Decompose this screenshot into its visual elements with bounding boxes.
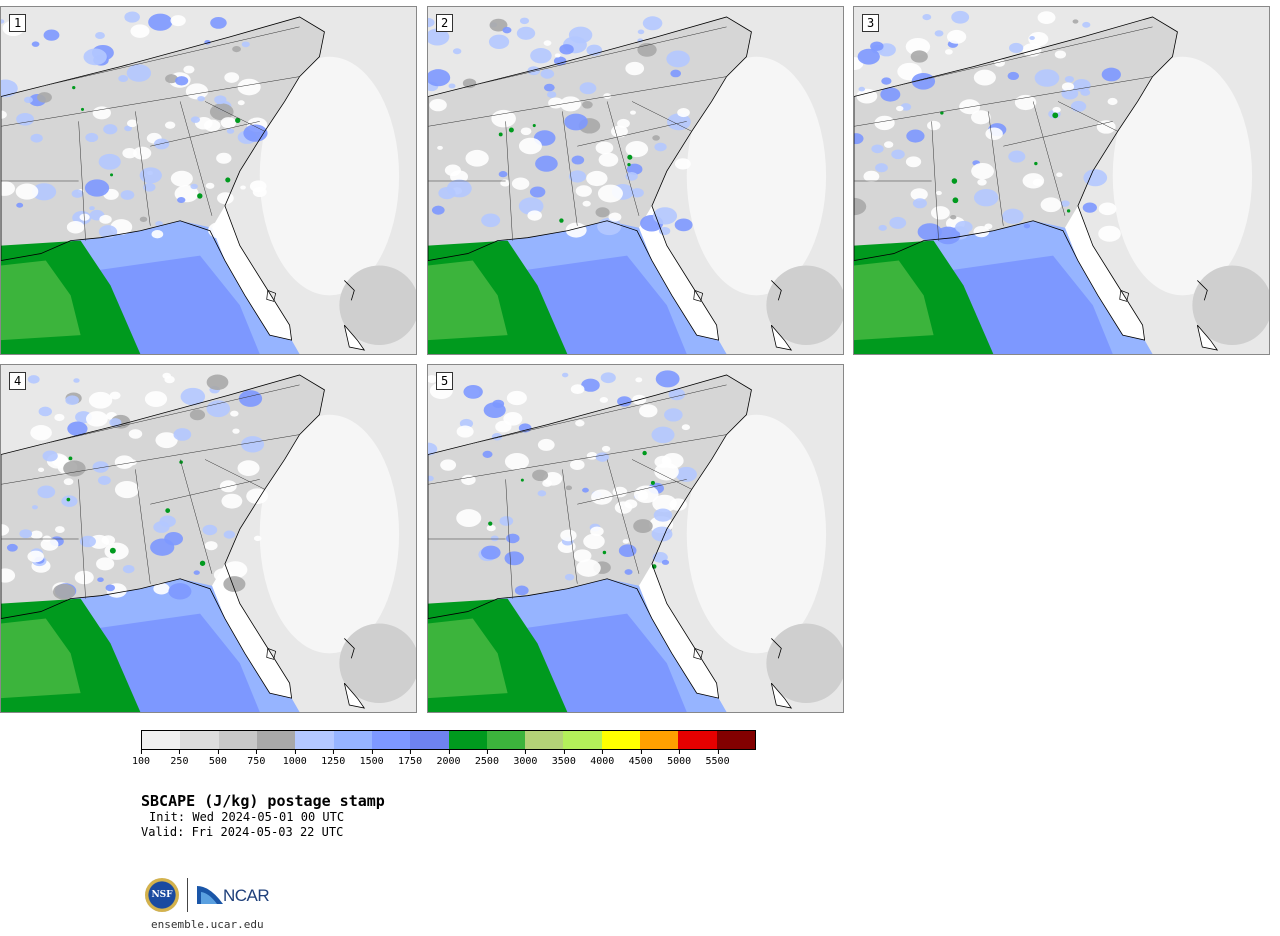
colorbar-tick-label: 2000 [436,749,461,767]
colorbar-swatch [256,731,296,749]
colorbar-swatch [142,731,181,749]
panel-number-label: 3 [862,14,880,32]
colorbar-tick-label: 1750 [398,749,422,767]
plot-title: SBCAPE (J/kg) postage stamp [141,792,385,810]
map-drawing [428,365,843,712]
colorbar-swatch [601,731,641,749]
map-drawing [428,7,843,354]
init-time: Init: Wed 2024-05-01 00 UTC [149,810,345,824]
colorbar-tick-label: 2500 [475,749,499,767]
site-url: ensemble.ucar.edu [151,918,264,931]
colorbar-swatch [563,731,602,749]
colorbar-tick-label: 250 [170,749,188,767]
map-panel-5: 5 [427,364,844,713]
colorbar-swatch [295,731,334,749]
colorbar-swatch [371,731,411,749]
map-drawing [1,365,416,712]
map-drawing [854,7,1269,354]
colorbar-swatch [448,731,487,749]
colorbar-tick-label: 500 [209,749,227,767]
logo-divider [187,878,188,912]
map-panel-1: 1 [0,6,417,355]
map-panel-2: 2 [427,6,844,355]
ncar-logo-text: NCAR [223,886,270,905]
panel-number-label: 4 [9,372,27,390]
valid-time: Valid: Fri 2024-05-03 22 UTC [141,825,344,839]
nsf-logo-text: NSF [151,890,173,900]
colorbar-swatch [525,731,564,749]
map-panel-3: 3 [853,6,1270,355]
colorbar-swatch [180,731,219,749]
colorbar [141,730,756,750]
panel-number-label: 5 [436,372,454,390]
colorbar-tick-label: 5500 [706,749,730,767]
colorbar-tick-label: 4000 [590,749,614,767]
colorbar-tick-label: 5000 [667,749,691,767]
colorbar-tick-label: 1500 [360,749,384,767]
colorbar-swatch [218,731,257,749]
colorbar-tick-label: 1000 [283,749,307,767]
colorbar-swatch [716,731,755,749]
colorbar-tick-label: 3000 [513,749,537,767]
panel-number-label: 1 [9,14,27,32]
panel-number-label: 2 [436,14,454,32]
map-drawing [1,7,416,354]
colorbar-ticks: 100 250 500 750 1000 1250 1500 1750 2000 2500 3000… [132,749,756,770]
colorbar-swatch [678,731,717,749]
colorbar-tick-label: 100 [132,749,150,767]
colorbar-swatch [640,731,679,749]
ncar-mark-icon [197,886,223,904]
colorbar-tick-label: 3500 [552,749,576,767]
colorbar-tick-label: 1250 [321,749,345,767]
colorbar-tick-label: 750 [247,749,265,767]
logos: NSF NCAR [145,876,275,916]
colorbar-swatch [486,731,526,749]
colorbar-tick-label: 4500 [629,749,653,767]
nsf-logo-icon: NSF [145,878,179,912]
colorbar-swatch [333,731,372,749]
map-panel-4: 4 [0,364,417,713]
colorbar-swatch [410,731,449,749]
